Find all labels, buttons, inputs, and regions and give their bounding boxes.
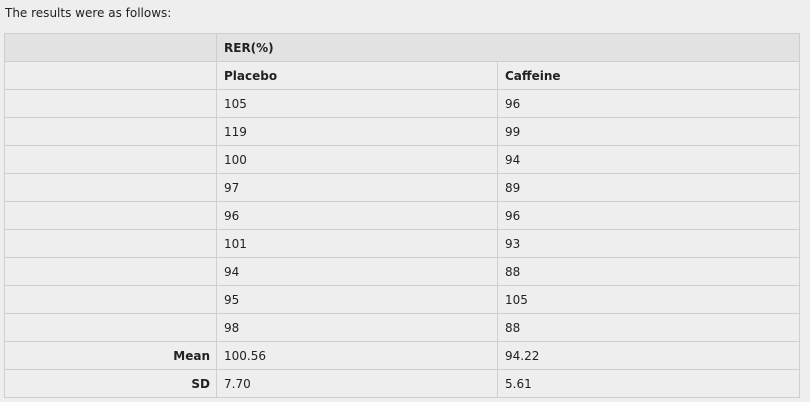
sd-label: SD — [4, 369, 217, 398]
placebo-cell: 98 — [216, 313, 498, 342]
table-row: 97 89 — [4, 173, 801, 202]
column-header-caffeine: Caffeine — [496, 61, 801, 90]
table-row: 119 99 — [4, 117, 801, 146]
placebo-cell: 101 — [216, 229, 498, 258]
placebo-cell: 97 — [216, 173, 498, 202]
sd-row: SD 7.70 5.61 — [4, 369, 801, 398]
row-label — [4, 229, 217, 258]
table-header-row: RER(%) — [4, 33, 801, 62]
row-label — [4, 89, 217, 118]
caffeine-cell: 88 — [496, 313, 801, 342]
row-label — [4, 173, 217, 202]
placebo-cell: 119 — [216, 117, 498, 146]
empty-label-cell — [4, 61, 217, 90]
caffeine-cell: 99 — [496, 117, 801, 146]
row-label — [4, 313, 217, 342]
mean-label: Mean — [4, 341, 217, 370]
caffeine-cell: 94 — [496, 145, 801, 174]
table-row: 96 96 — [4, 201, 801, 230]
caffeine-cell: 105 — [496, 285, 801, 314]
caffeine-mean-cell: 94.22 — [496, 341, 801, 370]
caffeine-sd-cell: 5.61 — [496, 369, 801, 398]
caffeine-cell: 93 — [496, 229, 801, 258]
placebo-sd-cell: 7.70 — [216, 369, 498, 398]
placebo-cell: 94 — [216, 257, 498, 286]
row-label — [4, 285, 217, 314]
table-row: 94 88 — [4, 257, 801, 286]
empty-corner-cell — [4, 33, 217, 62]
placebo-cell: 100 — [216, 145, 498, 174]
placebo-cell: 105 — [216, 89, 498, 118]
results-table: RER(%) Placebo Caffeine 105 96 119 99 10… — [4, 33, 801, 398]
table-row: 95 105 — [4, 285, 801, 314]
placebo-cell: 96 — [216, 201, 498, 230]
caffeine-cell: 96 — [496, 89, 801, 118]
group-header-cell: RER(%) — [215, 33, 801, 62]
intro-text: The results were as follows: — [5, 6, 172, 20]
placebo-mean-cell: 100.56 — [216, 341, 498, 370]
caffeine-cell: 88 — [496, 257, 801, 286]
table-row: 98 88 — [4, 313, 801, 342]
table-row: 105 96 — [4, 89, 801, 118]
column-header-row: Placebo Caffeine — [4, 61, 801, 90]
mean-row: Mean 100.56 94.22 — [4, 341, 801, 370]
table-row: 101 93 — [4, 229, 801, 258]
table-row: 100 94 — [4, 145, 801, 174]
placebo-cell: 95 — [216, 285, 498, 314]
caffeine-cell: 96 — [496, 201, 801, 230]
row-label — [4, 257, 217, 286]
caffeine-cell: 89 — [496, 173, 801, 202]
row-label — [4, 145, 217, 174]
column-header-placebo: Placebo — [216, 61, 498, 90]
row-label — [4, 117, 217, 146]
row-label — [4, 201, 217, 230]
